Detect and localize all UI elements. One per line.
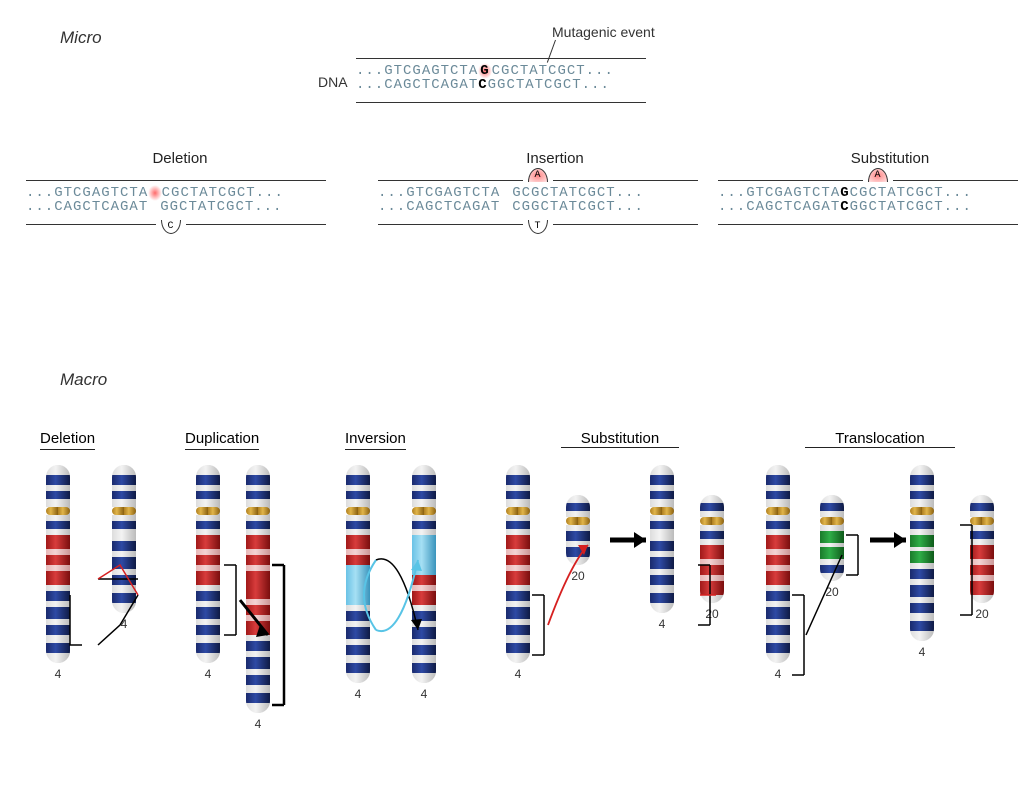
section-macro-label: Macro [60,370,107,390]
micro-insertion-title: Insertion [495,150,615,167]
micro-deletion-title: Deletion [120,150,240,167]
section-micro-label: Micro [60,28,102,48]
micro-insertion-block: A ...GTCGAGTCTA GCGCTATCGCT... ...CAGCTC… [378,180,698,216]
top-dna-block: ...GTCGAGTCTAGCGCTATCGCT... ...CAGCTCAGA… [356,58,646,94]
macro-substitution-title: Substitution [561,430,679,448]
mutagenic-event-label: Mutagenic event [552,24,655,40]
dna-label: DNA [318,74,348,90]
macro-inversion-title: Inversion [345,430,406,450]
macro-deletion-title: Deletion [40,430,95,450]
macro-duplication-title: Duplication [185,430,259,450]
micro-substitution-title: Substitution [830,150,950,167]
macro-translocation-title: Translocation [805,430,955,448]
micro-deletion-block: ...GTCGAGTCTA CGCTATCGCT... ...CAGCTCAGA… [26,180,326,216]
micro-substitution-block: A ...GTCGAGTCTAGCGCTATCGCT... ...CAGCTCA… [718,180,1018,216]
